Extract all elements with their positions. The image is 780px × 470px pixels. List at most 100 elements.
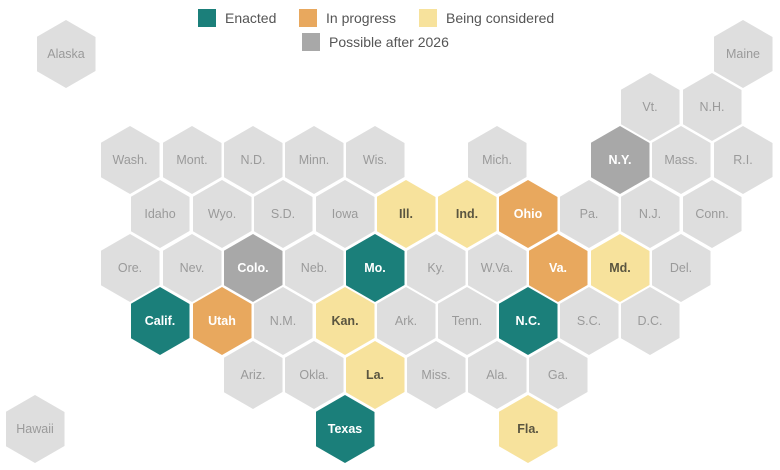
state-label: S.C.: [576, 314, 602, 328]
state-label: Ore.: [117, 261, 143, 275]
state-hex-idaho[interactable]: Idaho: [130, 180, 190, 248]
state-label: Ark.: [394, 314, 418, 328]
state-label: Ky.: [427, 261, 445, 275]
state-hex-r-i[interactable]: R.I.: [713, 126, 773, 194]
state-label: Va.: [548, 261, 568, 275]
state-label: Conn.: [695, 207, 729, 221]
state-label: Neb.: [300, 261, 328, 275]
state-label: Wash.: [112, 153, 148, 167]
state-hex-ga[interactable]: Ga.: [528, 341, 588, 409]
state-label: Md.: [609, 261, 631, 275]
state-hex-vt[interactable]: Vt.: [620, 73, 680, 141]
state-hex-del[interactable]: Del.: [651, 234, 711, 302]
state-label: Mass.: [664, 153, 698, 167]
state-hex-conn[interactable]: Conn.: [682, 180, 742, 248]
state-label: Wyo.: [207, 207, 237, 221]
state-hex-n-m[interactable]: N.M.: [253, 287, 313, 355]
state-label: Maine: [725, 47, 761, 61]
legend-swatch-enacted: [198, 9, 216, 27]
state-label: N.D.: [240, 153, 266, 167]
state-label: Ariz.: [240, 368, 266, 382]
state-label: Calif.: [144, 314, 176, 328]
state-label: R.I.: [733, 153, 753, 167]
state-hex-mo[interactable]: Mo.: [345, 234, 405, 302]
state-label: Fla.: [517, 422, 539, 436]
state-label: W.Va.: [480, 261, 514, 275]
state-hex-tenn[interactable]: Tenn.: [437, 287, 497, 355]
state-hex-s-c[interactable]: S.C.: [559, 287, 619, 355]
legend-item-enacted: Enacted: [198, 9, 276, 27]
state-label: N.C.: [515, 314, 541, 328]
state-label: Ga.: [547, 368, 569, 382]
state-label: N.J.: [638, 207, 662, 221]
state-hex-kan[interactable]: Kan.: [315, 287, 375, 355]
state-label: Nev.: [179, 261, 205, 275]
state-label: Texas: [327, 422, 363, 436]
state-label: Ind.: [455, 207, 479, 221]
state-hex-minn[interactable]: Minn.: [284, 126, 344, 194]
state-hex-la[interactable]: La.: [345, 341, 405, 409]
state-hex-okla[interactable]: Okla.: [284, 341, 344, 409]
state-hex-s-d[interactable]: S.D.: [253, 180, 313, 248]
state-hex-iowa[interactable]: Iowa: [315, 180, 375, 248]
state-hex-ill[interactable]: Ill.: [376, 180, 436, 248]
state-hex-ariz[interactable]: Ariz.: [223, 341, 283, 409]
state-label: N.Y.: [608, 153, 632, 167]
state-hex-n-d[interactable]: N.D.: [223, 126, 283, 194]
legend-label: In progress: [326, 10, 397, 26]
state-hex-mass[interactable]: Mass.: [651, 126, 711, 194]
state-label: Miss.: [421, 368, 451, 382]
legend-item-progress: In progress: [299, 9, 396, 27]
state-hex-w-va[interactable]: W.Va.: [467, 234, 527, 302]
state-hex-fla[interactable]: Fla.: [498, 395, 558, 463]
state-label: Kan.: [331, 314, 359, 328]
state-hex-nev[interactable]: Nev.: [162, 234, 222, 302]
state-hex-wyo[interactable]: Wyo.: [192, 180, 252, 248]
state-hex-texas[interactable]: Texas: [315, 395, 375, 463]
state-hex-colo[interactable]: Colo.: [223, 234, 283, 302]
state-hex-d-c[interactable]: D.C.: [620, 287, 680, 355]
state-hex-ark[interactable]: Ark.: [376, 287, 436, 355]
state-hex-ala[interactable]: Ala.: [467, 341, 527, 409]
state-hex-n-y[interactable]: N.Y.: [590, 126, 650, 194]
state-label: La.: [365, 368, 385, 382]
state-hex-pa[interactable]: Pa.: [559, 180, 619, 248]
state-hex-utah[interactable]: Utah: [192, 287, 252, 355]
state-hex-ky[interactable]: Ky.: [406, 234, 466, 302]
state-hex-ind[interactable]: Ind.: [437, 180, 497, 248]
state-hex-miss[interactable]: Miss.: [406, 341, 466, 409]
legend-swatch-possible: [302, 33, 320, 51]
legend-swatch-considered: [419, 9, 437, 27]
state-hex-maine[interactable]: Maine: [713, 20, 773, 88]
state-hex-wash[interactable]: Wash.: [100, 126, 160, 194]
state-label: Okla.: [299, 368, 329, 382]
state-hex-va[interactable]: Va.: [528, 234, 588, 302]
state-label: Ill.: [399, 207, 413, 221]
state-label: Del.: [669, 261, 693, 275]
state-label: Mont.: [176, 153, 208, 167]
state-hex-calif[interactable]: Calif.: [130, 287, 190, 355]
state-hex-mont[interactable]: Mont.: [162, 126, 222, 194]
state-label: Ala.: [486, 368, 508, 382]
state-hex-n-c[interactable]: N.C.: [498, 287, 558, 355]
state-label: Mich.: [482, 153, 512, 167]
state-hex-hawaii[interactable]: Hawaii: [5, 395, 65, 463]
state-label: Hawaii: [16, 422, 54, 436]
state-label: Vt.: [642, 100, 658, 114]
state-label: Mo.: [364, 261, 386, 275]
state-label: Colo.: [237, 261, 269, 275]
state-hex-wis[interactable]: Wis.: [345, 126, 405, 194]
legend: Enacted In progress Being considered Possib…: [0, 0, 780, 60]
state-hex-mich[interactable]: Mich.: [467, 126, 527, 194]
legend-item-possible: Possible after 2026: [302, 33, 449, 51]
state-label: Idaho: [144, 207, 176, 221]
state-hex-neb[interactable]: Neb.: [284, 234, 344, 302]
state-hex-ore[interactable]: Ore.: [100, 234, 160, 302]
legend-item-considered: Being considered: [419, 9, 554, 27]
state-hex-ohio[interactable]: Ohio: [498, 180, 558, 248]
state-hex-alaska[interactable]: Alaska: [36, 20, 96, 88]
state-hex-n-h[interactable]: N.H.: [682, 73, 742, 141]
state-hex-md[interactable]: Md.: [590, 234, 650, 302]
state-hex-n-j[interactable]: N.J.: [620, 180, 680, 248]
